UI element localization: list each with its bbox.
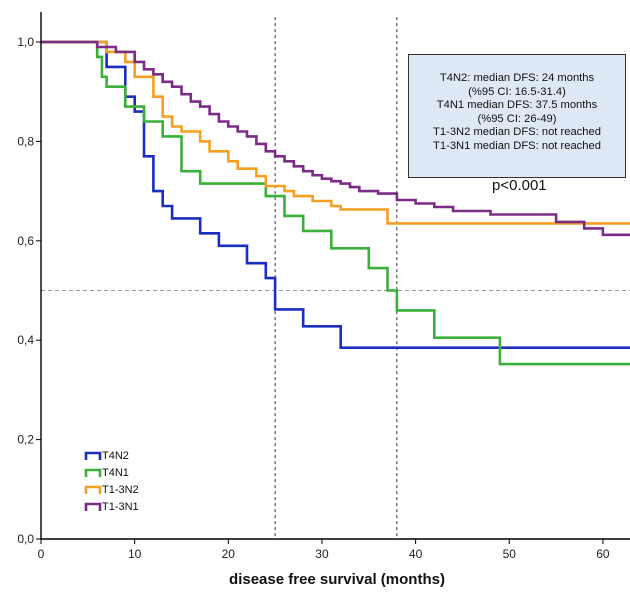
x-tick-label: 20 [222, 547, 236, 561]
axis-ticks: 0 10 20 30 40 50 60 0,0 0,2 0,4 0,6 0,8 1,0 [17, 35, 610, 561]
survival-curves [41, 40, 630, 366]
legend-swatch-t1-3n1 [84, 502, 102, 511]
survival-curve-t4n2 [41, 40, 630, 349]
legend-label: T4N1 [102, 467, 129, 479]
x-tick-label: 30 [315, 547, 329, 561]
legend: T4N2 T4N1 T1-3N2 T1-3N1 [84, 450, 139, 513]
legend-swatch-t4n2 [84, 451, 102, 460]
x-tick-label: 50 [503, 547, 517, 561]
survival-curve-t1-3n2 [41, 40, 630, 225]
annotation-line: T4N2: median DFS: 24 months [439, 72, 595, 84]
legend-label: T1-3N1 [102, 501, 139, 513]
x-tick-label: 0 [38, 547, 45, 561]
p-value-label: p<0.001 [492, 177, 547, 194]
y-tick-label: 0,2 [17, 433, 34, 447]
legend-label: T4N2 [102, 450, 129, 462]
axes [40, 12, 630, 540]
annotation-line: T1-3N2 median DFS: not reached [433, 126, 601, 139]
annotation-line: T1-3N1 median DFS: not reached [433, 139, 601, 152]
x-tick-label: 60 [596, 547, 610, 561]
x-tick-label: 40 [409, 547, 423, 561]
y-tick-label: 0,0 [17, 532, 34, 546]
y-tick-label: 1,0 [17, 35, 34, 49]
y-tick-label: 0,8 [17, 134, 34, 148]
y-tick-label: 0,6 [17, 234, 34, 248]
x-axis-label: disease free survival (months) [229, 571, 445, 588]
median-dfs-annotation-box: T4N2: median DFS: 24 months (%95 CI: 16.… [408, 54, 626, 178]
survival-curve-t1-3n1 [41, 40, 630, 237]
y-tick-label: 0,4 [17, 333, 34, 347]
legend-label: T1-3N2 [102, 484, 139, 496]
legend-swatch-t1-3n2 [84, 485, 102, 494]
survival-curve-t4n1 [41, 40, 630, 366]
annotation-line: T4N1 median DFS: 37.5 months [436, 99, 598, 112]
x-tick-label: 10 [128, 547, 142, 561]
annotation-line: (%95 CI: 26-49) [477, 112, 557, 125]
legend-swatch-t4n1 [84, 468, 102, 477]
annotation-line: (%95 CI: 16.5-31.4) [468, 85, 566, 98]
